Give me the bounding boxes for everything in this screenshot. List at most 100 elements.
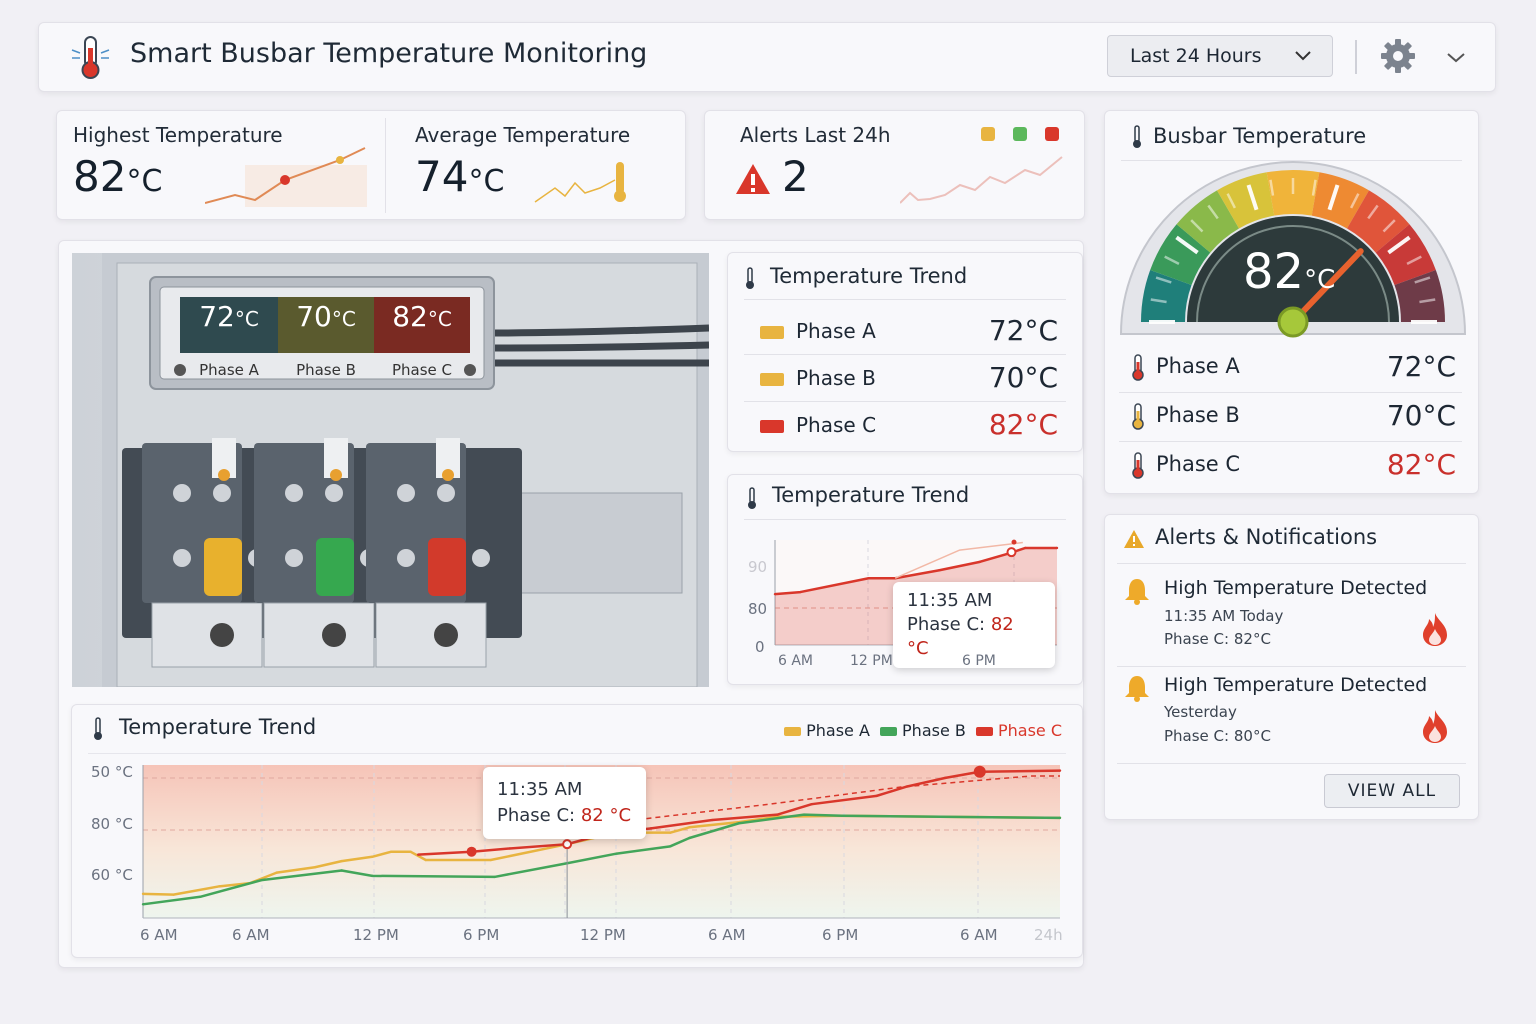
gauge-tick — [1246, 184, 1259, 211]
gauge-segment — [1176, 190, 1239, 253]
legend-swatch — [975, 727, 993, 736]
time-range-select[interactable]: Last 24 Hours — [1107, 35, 1333, 77]
data-point — [773, 592, 777, 596]
phase-swatch — [760, 373, 784, 386]
chevron-down-icon — [1295, 51, 1311, 61]
data-point — [688, 836, 691, 840]
divider — [88, 753, 1066, 754]
x-tick-label: 6 PM — [962, 653, 996, 669]
legend-label: Phase C — [997, 721, 1062, 740]
gear-icon[interactable] — [1380, 38, 1416, 74]
legend-phase-a[interactable]: Phase A — [784, 721, 870, 740]
y-tick-label: 90 — [748, 558, 768, 576]
bell-icon — [1125, 579, 1149, 605]
gauge-tick — [1414, 276, 1431, 284]
gauge-segment — [1141, 270, 1192, 322]
x-tick-label: 6 AM — [708, 926, 746, 944]
alert-detail: Phase C: 80°C — [1164, 727, 1271, 745]
gauge-segment — [1150, 224, 1211, 286]
divider — [744, 519, 1066, 520]
gauge-phase-row: Phase B 70°C — [1119, 393, 1462, 442]
gauge-tick — [1311, 179, 1317, 196]
tooltip-value-line: Phase C: 82 °C — [497, 803, 632, 829]
data-point — [938, 569, 941, 572]
x-tick-label: 6 PM — [822, 926, 859, 944]
data-point — [493, 875, 496, 879]
data-point — [371, 855, 374, 858]
small-trend-title: Temperature Trend — [772, 483, 970, 507]
tooltip-value-line: Phase C: 82 °C — [907, 613, 1041, 661]
data-point — [1024, 546, 1027, 550]
phase-label: Phase B — [796, 366, 876, 390]
kpi-group — [56, 110, 686, 220]
kpi-highest-label: Highest Temperature — [73, 123, 283, 147]
page-title: Smart Busbar Temperature Monitoring — [130, 38, 648, 69]
x-tick-label: 6 AM — [778, 653, 814, 669]
data-point — [275, 871, 278, 874]
phase-value: 72°C — [988, 314, 1058, 347]
main-chart-tooltip: 11:35 AM Phase C: 82 °C — [483, 767, 646, 839]
data-point — [802, 813, 806, 816]
thermometer-icon — [1132, 354, 1144, 381]
data-point — [1058, 769, 1062, 772]
legend-label: Phase A — [806, 721, 870, 740]
gauge-unit: °C — [1304, 265, 1336, 295]
thermometer-icon — [94, 717, 102, 740]
kpi-unit: °C — [126, 164, 163, 199]
account-menu-chevron-icon[interactable] — [1446, 52, 1466, 64]
data-point — [841, 814, 844, 817]
trend-list-card: Temperature Trend Phase A 72°C Phase B 70°C… — [727, 252, 1083, 452]
series-line-phase-b[interactable] — [142, 813, 1061, 906]
data-point — [978, 560, 982, 564]
data-point — [669, 831, 672, 834]
data-point — [260, 878, 263, 882]
data-point — [508, 847, 511, 850]
gauge-value: 82°C — [1243, 244, 1335, 300]
data-point — [776, 813, 779, 816]
display-unit: °C — [427, 307, 452, 331]
thermometer-icon — [1133, 125, 1141, 148]
kpi-alerts-value: 2 — [782, 152, 809, 201]
gauge-tick — [1406, 255, 1422, 266]
data-point — [1055, 546, 1059, 550]
tooltip-label: Phase C: — [497, 805, 576, 826]
data-point — [199, 895, 202, 898]
status-dot — [981, 127, 995, 141]
display-phase-a-value: 72°C — [180, 300, 278, 333]
legend-phase-b[interactable]: Phase B — [879, 721, 966, 740]
display-phase-c-value: 82°C — [374, 300, 470, 333]
marker — [466, 846, 477, 857]
legend-label: Phase B — [902, 721, 966, 740]
legend-phase-c[interactable]: Phase C — [975, 721, 1062, 740]
panel-display: 72°C 70°C 82°C — [180, 300, 480, 333]
phase-value: 70°C — [988, 361, 1058, 394]
display-phase-b-value: 70°C — [278, 300, 374, 333]
series-line-phase-c[interactable] — [418, 769, 1061, 856]
gauge-needle — [1290, 248, 1364, 325]
phase-swatch — [760, 420, 784, 433]
y-tick-label: 60 °C — [91, 866, 133, 884]
display-unit: °C — [331, 307, 356, 331]
warning-icon — [1124, 530, 1144, 548]
gauge-hub — [1277, 306, 1309, 338]
alert-item[interactable]: High Temperature Detected Yesterday Phase … — [1117, 672, 1466, 764]
phase-label: Phase B — [1156, 403, 1240, 427]
alert-title: High Temperature Detected — [1164, 577, 1428, 599]
trend-list-title: Temperature Trend — [770, 264, 968, 288]
data-point — [172, 893, 175, 896]
trend-list-rows: Phase A 72°C Phase B 70°C Phase C 82°C — [744, 308, 1082, 458]
display-label: Phase C — [391, 361, 453, 379]
data-point — [218, 885, 221, 888]
gauge-segment — [1375, 224, 1436, 286]
secondary-line — [894, 541, 1023, 579]
gauge-tick — [1327, 184, 1340, 211]
alerts-sparkline — [900, 156, 1063, 204]
alert-item[interactable]: High Temperature Detected 11:35 AM Today P… — [1117, 575, 1466, 667]
display-value: 70 — [296, 300, 332, 333]
marker — [1006, 547, 1017, 558]
gauge-phase-row: Phase A 72°C — [1119, 344, 1462, 393]
view-all-button[interactable]: VIEW ALL — [1324, 774, 1460, 808]
x-tick-label: 6 AM — [960, 926, 998, 944]
data-point — [141, 892, 145, 896]
display-label: Phase B — [296, 361, 356, 379]
